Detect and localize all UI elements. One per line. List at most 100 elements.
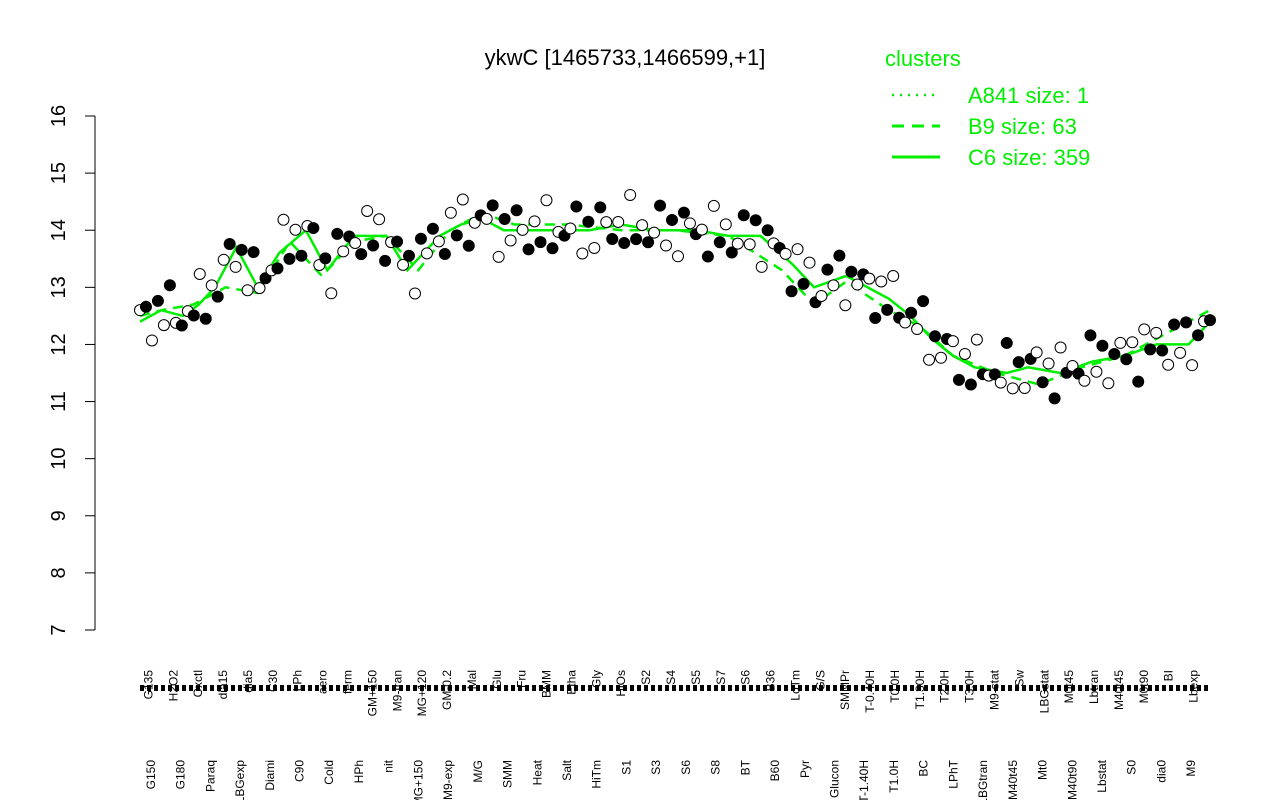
data-point <box>648 226 661 239</box>
data-point <box>235 243 248 256</box>
x-tick-label: LBGstat <box>1037 669 1051 713</box>
data-point <box>193 267 206 280</box>
data-point <box>247 246 260 259</box>
data-point <box>600 216 613 229</box>
x-tick-label: Heat <box>530 759 544 785</box>
x-tick-label: GM+150 <box>365 670 379 717</box>
y-tick-label: 8 <box>48 567 70 578</box>
data-point <box>1144 343 1157 356</box>
x-tick-label: C30 <box>266 670 280 692</box>
x-tick-label: G135 <box>141 670 155 700</box>
y-tick-label: 7 <box>48 624 70 635</box>
data-point <box>1042 357 1055 370</box>
x-tick-label: S6 <box>679 760 693 775</box>
data-point <box>988 368 1001 381</box>
data-point <box>887 270 900 283</box>
x-tick-label: SMMPr <box>838 670 852 710</box>
x-axis: G135 H2O2 Oxctl dia15 dia5 C30 LPh aero ferm GM+1… <box>140 669 1210 800</box>
data-point <box>923 353 936 366</box>
data-point <box>420 247 433 260</box>
data-point <box>839 299 852 312</box>
x-tick-label: Cold <box>322 760 336 785</box>
data-point <box>779 247 792 260</box>
legend: clusters A841 size: 1 B9 size: 63 C6 siz… <box>885 46 1090 170</box>
data-point <box>612 215 625 228</box>
data-point <box>414 232 427 245</box>
data-point <box>755 260 768 273</box>
x-tick-label: Paraq <box>203 760 217 792</box>
data-point <box>911 323 924 336</box>
data-point <box>271 262 284 275</box>
data-point <box>205 279 218 292</box>
x-tick-label: LoTm <box>788 670 802 701</box>
data-point <box>1204 314 1216 327</box>
data-point <box>522 243 535 256</box>
x-tick-label: Glu <box>490 670 504 689</box>
data-point <box>1096 339 1109 352</box>
data-point <box>349 236 362 249</box>
data-point <box>1168 318 1181 331</box>
data-point <box>743 238 756 251</box>
x-tick-label: BI <box>1162 670 1176 681</box>
x-tick-label: G180 <box>174 760 188 790</box>
x-tick-label: HiOs <box>614 670 628 697</box>
data-point <box>749 214 762 227</box>
data-point <box>935 351 948 364</box>
data-point <box>594 201 607 214</box>
data-point <box>588 241 601 254</box>
data-point <box>1162 358 1175 371</box>
data-point <box>713 236 726 249</box>
data-point <box>331 227 344 240</box>
x-tick-label: LPhT <box>946 759 960 788</box>
x-tick-label: Gly <box>589 670 603 688</box>
data-point <box>432 235 445 248</box>
data-point <box>241 284 254 297</box>
data-point <box>1156 344 1169 357</box>
data-point <box>785 285 798 298</box>
x-tick-label: C90 <box>293 760 307 782</box>
x-tick-label: Sw <box>1012 670 1026 687</box>
data-point <box>402 249 415 262</box>
data-point <box>289 223 302 236</box>
data-point <box>564 222 577 235</box>
data-point <box>480 212 493 225</box>
data-point <box>1030 346 1043 359</box>
data-point <box>391 235 404 248</box>
data-point <box>462 239 475 252</box>
x-tick-label: LBGtran <box>976 760 990 800</box>
data-point <box>570 200 583 213</box>
data-point <box>1150 326 1163 339</box>
data-point <box>917 295 930 308</box>
x-tick-label: Salt <box>560 759 574 780</box>
x-tick-label: HPh <box>352 760 366 783</box>
data-point <box>994 376 1007 389</box>
data-point <box>677 206 690 219</box>
y-tick-label: 11 <box>48 391 70 412</box>
x-tick-label: BT <box>738 759 752 775</box>
data-point <box>952 373 965 386</box>
data-point <box>528 215 541 228</box>
data-point <box>958 347 971 360</box>
x-tick-label: S8 <box>709 760 723 775</box>
legend-title: clusters <box>885 46 961 71</box>
data-point <box>1000 336 1013 349</box>
data-point <box>1054 341 1067 354</box>
data-point <box>964 378 977 391</box>
data-point <box>253 282 266 295</box>
x-tick-label: aero <box>316 670 330 694</box>
x-tick-label: dia0 <box>1154 760 1168 783</box>
x-tick-label: Glucon <box>828 760 842 798</box>
x-tick-label: Diami <box>263 760 277 791</box>
x-tick-label: M0t90 <box>1137 670 1151 704</box>
data-point <box>582 215 595 228</box>
data-point <box>683 217 696 230</box>
x-tick-label: S4 <box>664 670 678 685</box>
data-point <box>211 290 224 303</box>
series-line-b9 <box>139 211 1211 386</box>
legend-entry-c6: C6 size: 359 <box>968 145 1090 170</box>
data-point <box>821 263 834 276</box>
x-tick-label: M40t45 <box>1006 760 1020 800</box>
data-point <box>163 279 176 292</box>
data-point <box>139 300 152 313</box>
data-point <box>636 219 649 232</box>
